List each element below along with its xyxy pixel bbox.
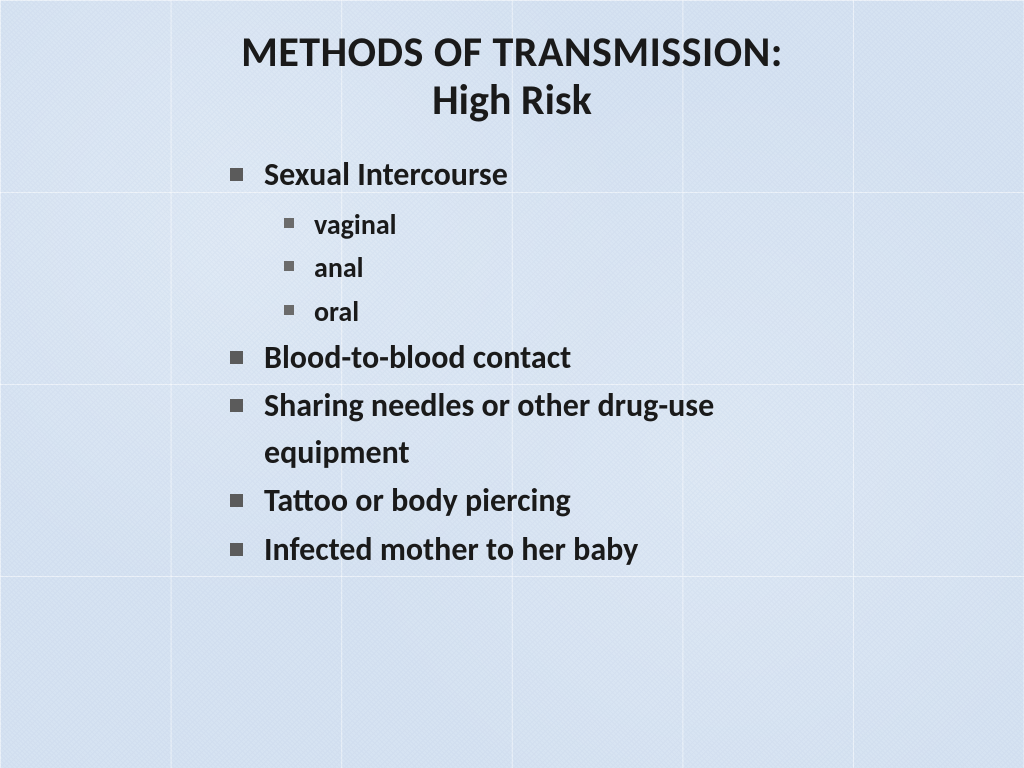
sub-list-item-label: oral [314, 294, 359, 329]
sub-list-item: oral [284, 290, 1024, 333]
title-line-1: METHODS OF TRANSMISSION: [0, 30, 1024, 76]
list-item: Sharing needles or other drug-use equipm… [230, 383, 790, 476]
list-item-label: Blood-to-blood contact [264, 338, 571, 377]
sub-list-item-label: vaginal [314, 207, 397, 242]
sub-list-item: vaginal [284, 203, 1024, 246]
list-item: Blood-to-blood contact [230, 335, 1024, 381]
list-item: Sexual Intercourse vaginal anal oral [230, 152, 1024, 333]
slide-title: METHODS OF TRANSMISSION: High Risk [0, 0, 1024, 124]
bullet-list: Sexual Intercourse vaginal anal oral Blo… [230, 152, 1024, 573]
title-line-2: High Risk [0, 78, 1024, 124]
list-item-label: Tattoo or body piercing [264, 481, 571, 520]
sub-list-item-label: anal [314, 250, 364, 285]
sub-list-item: anal [284, 246, 1024, 289]
slide-content: METHODS OF TRANSMISSION: High Risk Sexua… [0, 0, 1024, 768]
list-item: Tattoo or body piercing [230, 478, 1024, 524]
list-item-label: Sexual Intercourse [264, 155, 508, 194]
list-item-label: Infected mother to her baby [264, 530, 638, 569]
list-item: Infected mother to her baby [230, 527, 1024, 573]
list-item-label: Sharing needles or other drug-use equipm… [264, 386, 714, 471]
